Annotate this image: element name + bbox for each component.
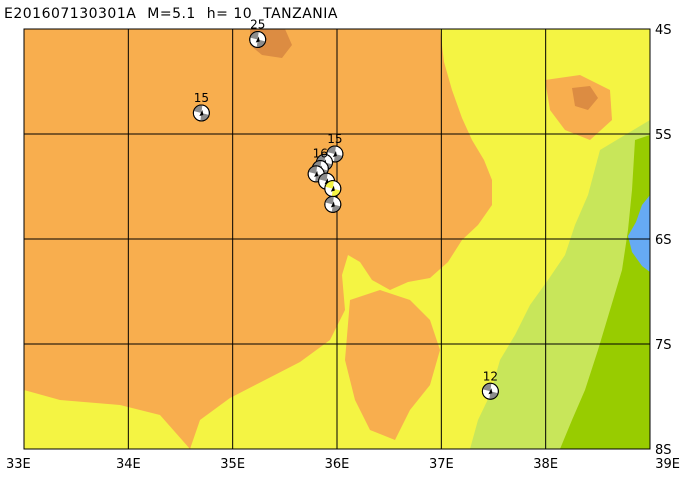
event-magnitude: M=5.1 — [147, 6, 196, 22]
lon-tick-label: 37E — [429, 457, 454, 472]
highland-patch-north — [545, 75, 612, 140]
event-region: TANZANIA — [263, 6, 338, 22]
map-frame — [23, 28, 651, 450]
beachball-compression-quadrant — [324, 196, 334, 205]
lat-tick-label: 7S — [655, 338, 672, 353]
beachball-compression-quadrant — [249, 31, 259, 40]
beachball-axis-mark — [199, 110, 204, 116]
mechanism-depth-label: 15 — [194, 91, 209, 105]
beachball-compression-quadrant — [482, 383, 492, 392]
lon-tick-label: 33E — [6, 457, 31, 472]
beachball-axis-mark — [488, 388, 493, 395]
beachball-rim — [249, 31, 267, 48]
lon-tick-label: 39E — [655, 457, 680, 472]
event-depth: h= 10 — [206, 6, 253, 22]
lat-tick-label: 5S — [655, 128, 672, 143]
mechanism-depth-label: 25 — [250, 18, 265, 32]
map-title: E201607130301A M=5.1 h= 10 TANZANIA — [4, 6, 344, 22]
focal-mechanism-beachball — [324, 195, 342, 213]
upland-west-strip — [24, 390, 190, 449]
lat-tick-label: 6S — [655, 233, 672, 248]
beachball-axis-mark — [332, 150, 337, 157]
highland-patch — [345, 290, 440, 440]
beachball-compression-quadrant — [326, 145, 336, 154]
focal-mechanism-beachball: 15 — [326, 132, 344, 163]
beachball-axis-mark — [330, 201, 335, 208]
focal-mechanism-beachball: 25 — [249, 18, 267, 48]
beachball-compression-quadrant — [193, 104, 203, 113]
beachball-compression-quadrant — [324, 180, 334, 189]
peak-area-kilimanjaro — [572, 86, 598, 110]
beachball-axis-mark — [314, 170, 319, 177]
mechanism-depth-label: 15 — [327, 132, 342, 146]
beachball-rim — [326, 145, 344, 163]
focal-mechanism-beachball: 15 — [192, 91, 210, 122]
beachball-compression-quadrant — [318, 173, 328, 182]
lon-tick-label: 38E — [533, 457, 558, 472]
focal-mechanism-beachball: 12 — [481, 369, 499, 400]
event-id: E201607130301A — [4, 6, 137, 22]
lat-tick-label: 4S — [655, 23, 672, 38]
lon-tick-label: 36E — [325, 457, 350, 472]
beachball-axis-mark — [330, 185, 335, 192]
beachball-compression-quadrant — [308, 165, 318, 174]
lon-tick-label: 35E — [220, 457, 245, 472]
lat-tick-label: 8S — [655, 443, 672, 458]
lon-tick-label: 34E — [116, 457, 141, 472]
focal-mechanism-beachball — [324, 180, 342, 198]
beachball-axis-mark — [255, 36, 260, 43]
beachball-rim — [481, 382, 499, 400]
coastal-plain — [560, 135, 650, 449]
beachball-rim — [324, 195, 342, 213]
tick-labels: 33E 34E 35E 36E 37E 38E 39E 4S 5S 6S 7S 8S — [6, 23, 680, 472]
beachball-rim — [192, 104, 210, 122]
indian-ocean — [628, 195, 650, 272]
mechanism-depth-label: 16 — [313, 147, 328, 161]
mechanism-depth-label: 12 — [483, 369, 498, 383]
